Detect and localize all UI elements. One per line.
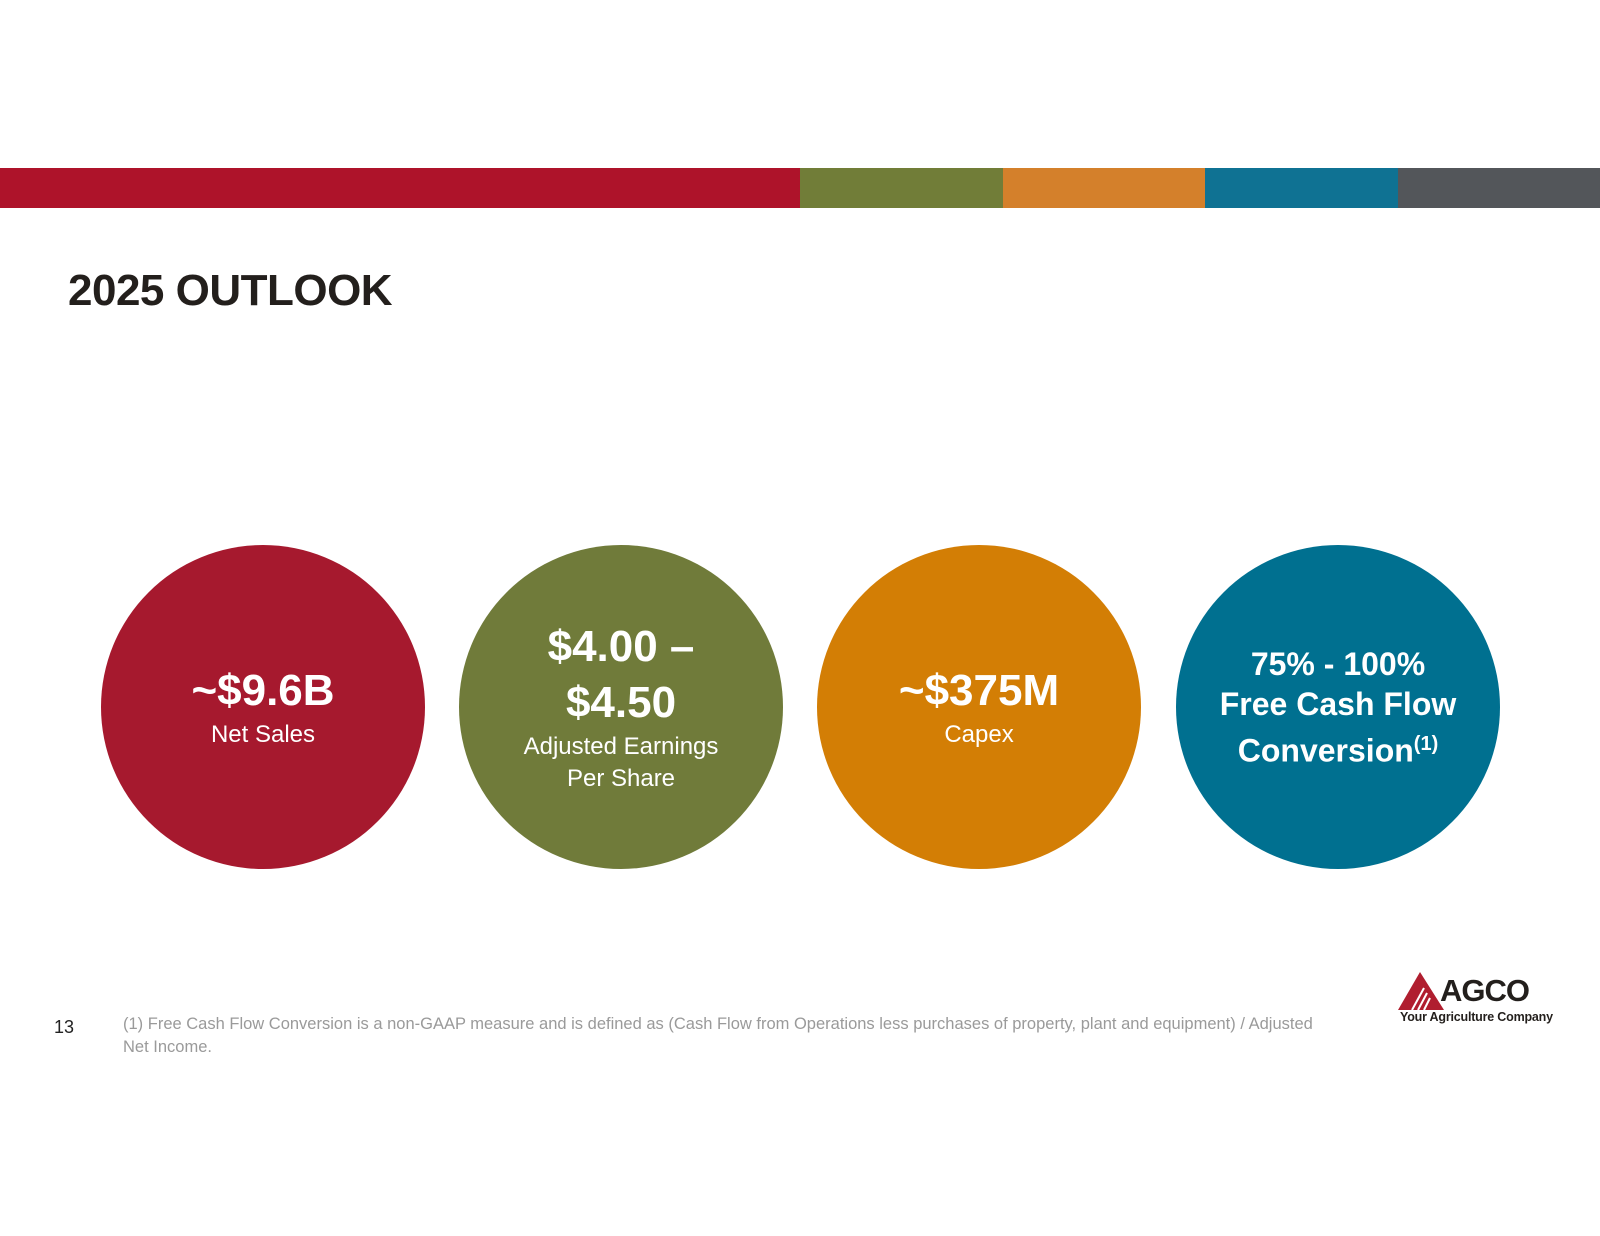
eps-label-line2: Per Share xyxy=(566,765,676,792)
metric-capex: ~$375M Capex xyxy=(817,545,1141,869)
net-sales-label: Net Sales xyxy=(210,721,316,748)
agco-logo: AGCO Your Agriculture Company xyxy=(1396,970,1553,1032)
fcf-label-line2: Conversion(1) xyxy=(1238,724,1438,771)
eps-value-line1: $4.00 – xyxy=(547,622,695,671)
stripe-orange xyxy=(1003,168,1205,208)
stripe-gray xyxy=(1398,168,1600,208)
stripe-green xyxy=(800,168,1003,208)
agco-triangle-icon xyxy=(1398,972,1444,1010)
fcf-label-line1: Free Cash Flow xyxy=(1219,685,1457,722)
fcf-conversion-word: Conversion xyxy=(1237,732,1414,769)
footnote: (1) Free Cash Flow Conversion is a non-G… xyxy=(123,1015,1313,1056)
page-number: 13 xyxy=(54,1017,75,1037)
capex-value: ~$375M xyxy=(898,666,1060,715)
net-sales-value: ~$9.6B xyxy=(191,666,335,715)
footnote-reference: (1) xyxy=(1413,732,1439,755)
capex-label: Capex xyxy=(944,721,1014,748)
metric-adjusted-eps: $4.00 – $4.50 Adjusted Earnings Per Shar… xyxy=(459,545,783,869)
logo-tagline: Your Agriculture Company xyxy=(1400,1010,1553,1024)
stripe-red xyxy=(0,168,800,208)
eps-value-line2: $4.50 xyxy=(565,678,677,727)
logo-wordmark: AGCO xyxy=(1440,973,1530,1008)
metric-fcf-conversion: 75% - 100% Free Cash Flow Conversion(1) xyxy=(1176,545,1500,869)
metric-net-sales: ~$9.6B Net Sales xyxy=(101,545,425,869)
page-title: 2025 OUTLOOK xyxy=(68,266,393,315)
fcf-range: 75% - 100% xyxy=(1250,645,1426,682)
stripe-blue xyxy=(1205,168,1398,208)
eps-label-line1: Adjusted Earnings xyxy=(523,733,719,760)
color-stripe-bar xyxy=(0,168,1600,208)
